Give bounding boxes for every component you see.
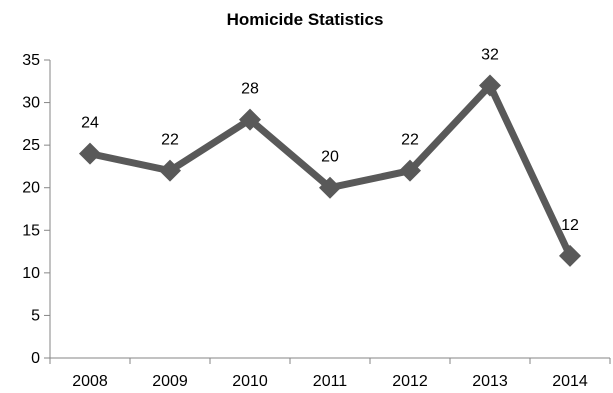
series-layer: [79, 74, 581, 267]
data-point-marker: [79, 142, 101, 165]
y-tick-label: 20: [22, 180, 40, 197]
data-label: 22: [161, 132, 179, 149]
x-tick-label: 2008: [72, 373, 108, 390]
axes: [44, 59, 611, 364]
data-point-marker: [479, 74, 501, 97]
data-label: 32: [481, 47, 499, 64]
x-axis-tick-labels: 2008 2009 2010 2011 2012 2013 2014: [72, 373, 588, 390]
x-tick-label: 2013: [472, 373, 508, 390]
y-tick-label: 25: [22, 137, 40, 154]
y-tick-label: 0: [31, 350, 40, 367]
data-point-marker: [159, 159, 181, 182]
data-label: 24: [81, 115, 99, 132]
y-tick-label: 35: [22, 52, 40, 69]
data-label: 20: [321, 149, 339, 166]
y-tick-label: 30: [22, 95, 40, 112]
chart-title: Homicide Statistics: [227, 10, 384, 29]
x-tick-label: 2011: [313, 373, 348, 390]
data-label: 12: [561, 217, 579, 234]
y-tick-label: 15: [22, 222, 40, 239]
data-point-marker: [319, 176, 341, 199]
data-labels: 24 22 28 20 22 32 12: [81, 47, 579, 234]
data-point-marker: [399, 159, 421, 182]
y-tick-label: 5: [31, 307, 40, 324]
x-tick-label: 2012: [392, 373, 428, 390]
x-tick-label: 2009: [152, 373, 188, 390]
y-axis-tick-labels: 0 5 10 15 20 25 30 35: [22, 52, 40, 367]
data-label: 28: [241, 81, 259, 98]
data-label: 22: [401, 132, 419, 149]
data-point-marker: [239, 108, 261, 131]
x-tick-label: 2014: [552, 373, 588, 390]
x-tick-label: 2010: [232, 373, 268, 390]
data-point-marker: [559, 244, 581, 267]
y-tick-label: 10: [22, 265, 40, 282]
